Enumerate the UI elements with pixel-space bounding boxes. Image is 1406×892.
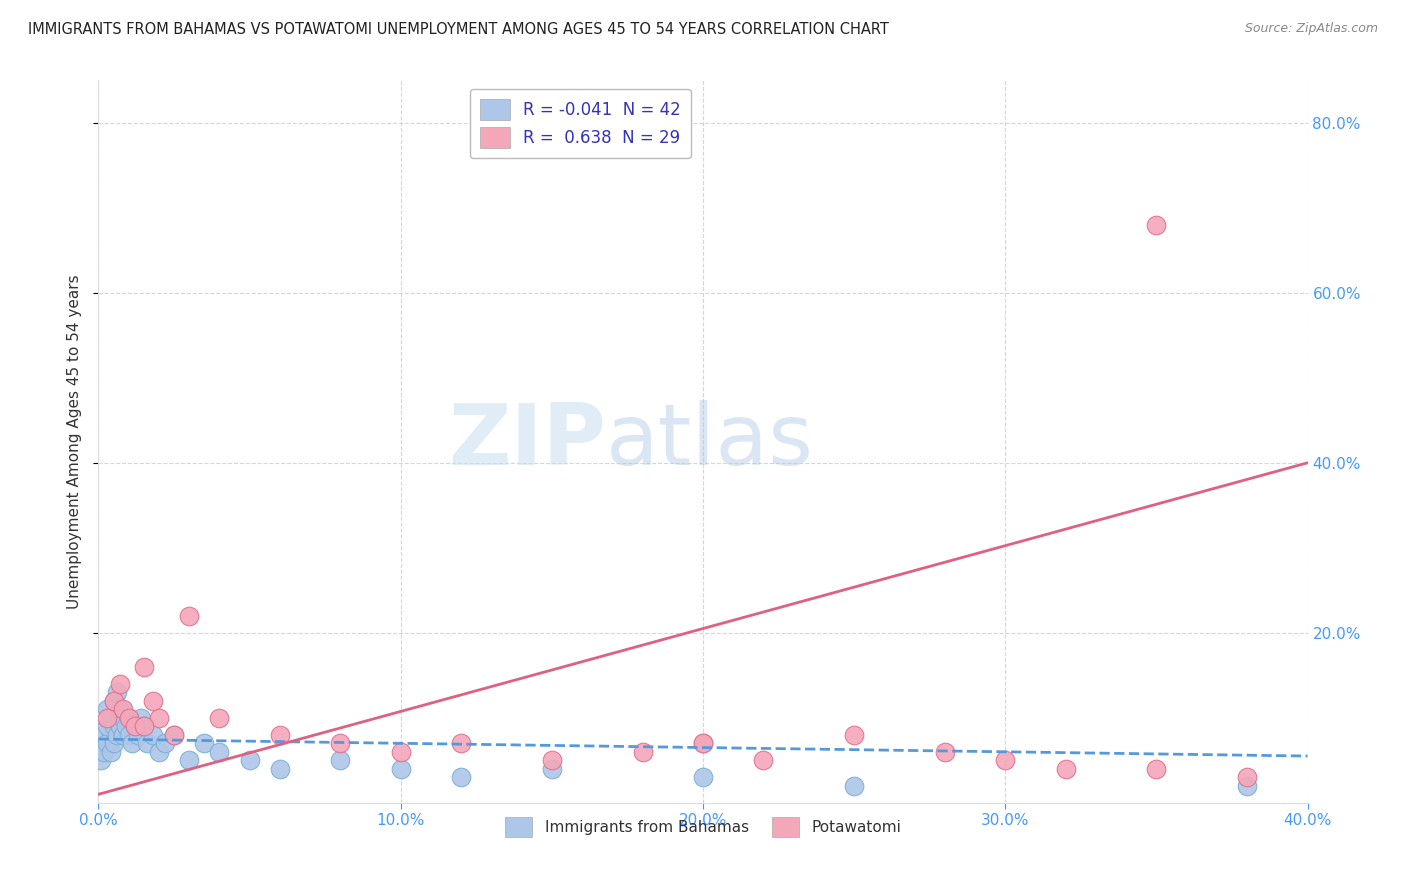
Point [1236, 770, 1258, 784]
Point [153, 736, 176, 750]
Point [994, 753, 1017, 767]
Point [142, 694, 165, 708]
Point [450, 770, 472, 784]
Text: atlas: atlas [606, 400, 814, 483]
Point [118, 728, 141, 742]
Point [96, 702, 118, 716]
Point [163, 728, 186, 742]
Point [844, 728, 866, 742]
Point [100, 711, 122, 725]
Point [148, 745, 170, 759]
Y-axis label: Unemployment Among Ages 45 to 54 years: Unemployment Among Ages 45 to 54 years [67, 274, 83, 609]
Point [329, 753, 352, 767]
Point [179, 608, 201, 623]
Point [1144, 762, 1167, 776]
Point [148, 711, 170, 725]
Point [129, 711, 152, 725]
Point [114, 719, 136, 733]
Point [90, 753, 112, 767]
Point [135, 736, 157, 750]
Point [105, 685, 128, 699]
Point [692, 770, 714, 784]
Text: IMMIGRANTS FROM BAHAMAS VS POTAWATOMI UNEMPLOYMENT AMONG AGES 45 TO 54 YEARS COR: IMMIGRANTS FROM BAHAMAS VS POTAWATOMI UN… [28, 22, 889, 37]
Point [108, 677, 131, 691]
Text: ZIP: ZIP [449, 400, 606, 483]
Point [108, 719, 131, 733]
Point [108, 702, 131, 716]
Point [121, 736, 143, 750]
Point [692, 736, 714, 750]
Point [193, 736, 215, 750]
Point [692, 736, 714, 750]
Point [100, 745, 122, 759]
Point [269, 762, 291, 776]
Point [142, 728, 165, 742]
Point [631, 745, 654, 759]
Point [103, 694, 125, 708]
Point [111, 702, 134, 716]
Point [1054, 762, 1077, 776]
Point [96, 736, 118, 750]
Point [934, 745, 956, 759]
Point [132, 660, 155, 674]
Point [103, 694, 125, 708]
Point [118, 711, 141, 725]
Point [163, 728, 186, 742]
Point [132, 719, 155, 733]
Point [389, 745, 412, 759]
Point [208, 711, 231, 725]
Point [111, 711, 134, 725]
Point [239, 753, 262, 767]
Point [208, 745, 231, 759]
Point [127, 728, 149, 742]
Point [96, 711, 118, 725]
Point [540, 753, 562, 767]
Legend: Immigrants from Bahamas, Potawatomi: Immigrants from Bahamas, Potawatomi [496, 808, 910, 846]
Point [132, 719, 155, 733]
Point [93, 728, 115, 742]
Point [93, 745, 115, 759]
Point [124, 719, 146, 733]
Point [179, 753, 201, 767]
Point [540, 762, 562, 776]
Point [844, 779, 866, 793]
Point [103, 736, 125, 750]
Point [124, 719, 146, 733]
Point [1144, 218, 1167, 232]
Text: Source: ZipAtlas.com: Source: ZipAtlas.com [1244, 22, 1378, 36]
Point [96, 719, 118, 733]
Point [105, 728, 128, 742]
Point [269, 728, 291, 742]
Point [118, 711, 141, 725]
Point [752, 753, 775, 767]
Point [450, 736, 472, 750]
Point [329, 736, 352, 750]
Point [103, 719, 125, 733]
Point [111, 728, 134, 742]
Point [389, 762, 412, 776]
Point [1236, 779, 1258, 793]
